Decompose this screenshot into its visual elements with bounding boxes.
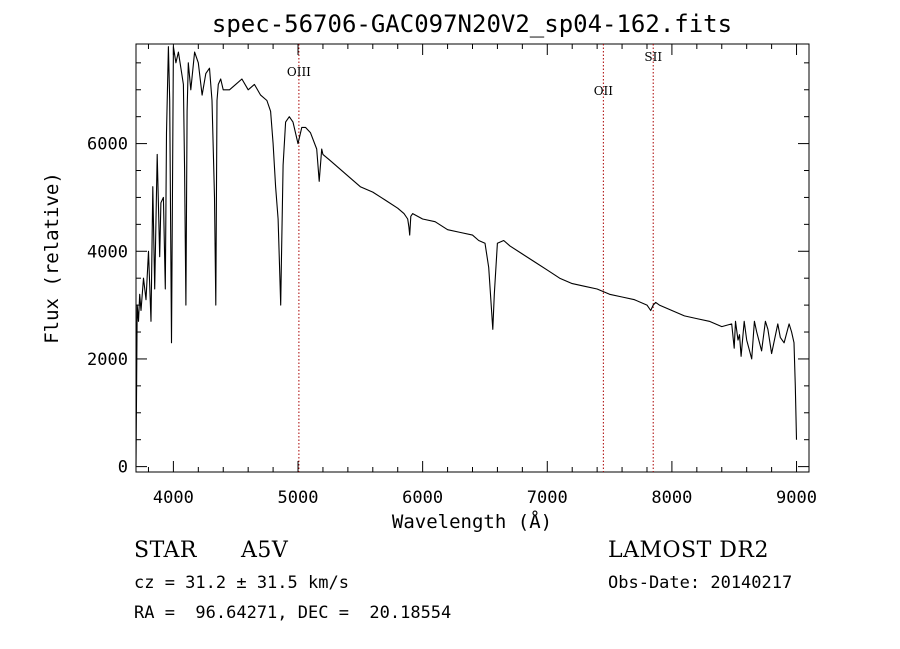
- chart-title: spec-56706-GAC097N20V2_sp04-162.fits: [212, 10, 732, 38]
- object-type: STAR: [134, 538, 197, 563]
- tick-layer: 4000 5000 6000 7000 8000 9000 0 2000 4000 6000: [87, 44, 817, 508]
- y-tick-label: 6000: [87, 135, 128, 155]
- x-tick-label: 7000: [527, 488, 568, 508]
- annotation-label: OIII: [287, 65, 311, 79]
- survey-name: LAMOST DR2: [608, 538, 769, 563]
- annotation-label: OII: [594, 84, 614, 98]
- annotation-label: SII: [644, 50, 662, 64]
- y-tick-label: 0: [118, 458, 128, 478]
- x-tick-label: 5000: [278, 488, 319, 508]
- series-layer: [135, 46, 798, 467]
- y-tick-label: 2000: [87, 350, 128, 370]
- x-tick-label: 8000: [651, 488, 692, 508]
- plot-frame: [135, 43, 810, 473]
- object-subclass: A5V: [241, 538, 289, 563]
- spectrum-line: [135, 46, 798, 467]
- y-tick-label: 4000: [87, 242, 128, 262]
- x-tick-label: 6000: [402, 488, 443, 508]
- coordinates-text: RA = 96.64271, DEC = 20.18554: [134, 603, 452, 623]
- x-tick-label: 9000: [776, 488, 817, 508]
- y-axis-label: Flux (relative): [41, 172, 63, 344]
- x-tick-label: 4000: [153, 488, 194, 508]
- x-axis-label: Wavelength (Å): [392, 510, 552, 533]
- observation-date: Obs-Date: 20140217: [608, 573, 793, 593]
- redshift-text: cz = 31.2 ± 31.5 km/s: [134, 573, 349, 593]
- annotation-layer: OIII OII SII: [287, 44, 662, 472]
